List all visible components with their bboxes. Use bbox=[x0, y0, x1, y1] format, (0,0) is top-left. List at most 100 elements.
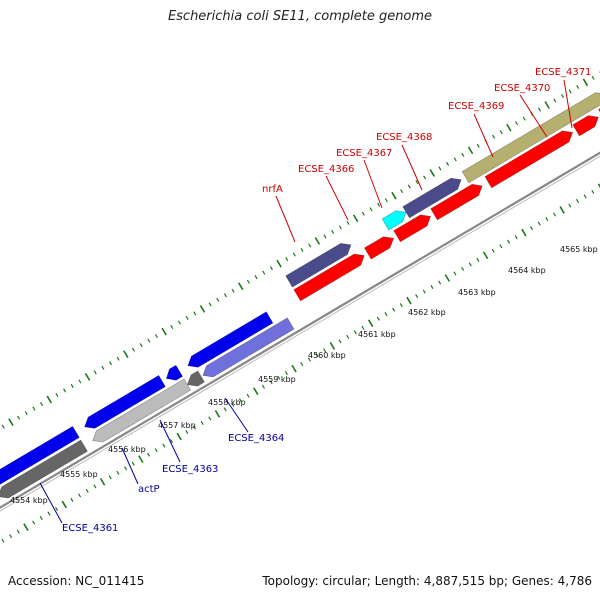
tick-mark bbox=[46, 395, 52, 404]
tick-mark bbox=[238, 398, 242, 403]
tick-mark bbox=[40, 402, 44, 407]
tick-mark bbox=[545, 217, 549, 222]
tick-mark bbox=[453, 271, 457, 276]
tick-mark bbox=[123, 350, 129, 359]
tick-mark bbox=[185, 429, 189, 435]
tick-mark bbox=[9, 534, 13, 539]
label-leader-line bbox=[325, 175, 349, 221]
tick-mark bbox=[429, 169, 435, 177]
tick-mark bbox=[522, 116, 526, 121]
tick-mark bbox=[108, 475, 112, 480]
tick-mark bbox=[553, 212, 557, 217]
gene-arrow bbox=[293, 253, 365, 302]
gene-label-reverse: ECSE_4363 bbox=[162, 464, 218, 475]
kbp-label: 4559 kbp bbox=[258, 375, 296, 384]
label-leader-line bbox=[473, 113, 494, 158]
tick-mark bbox=[284, 371, 288, 376]
tick-mark bbox=[70, 497, 74, 502]
tick-mark bbox=[32, 406, 36, 411]
gene-arrow bbox=[165, 364, 183, 381]
tick-mark bbox=[39, 516, 43, 521]
tick-mark bbox=[24, 411, 28, 416]
tick-mark bbox=[438, 280, 442, 285]
tick-mark bbox=[269, 266, 273, 271]
tick-mark bbox=[131, 461, 135, 466]
tick-mark bbox=[61, 500, 67, 509]
tick-mark bbox=[147, 338, 151, 343]
gene-arrow bbox=[393, 214, 432, 243]
tick-mark bbox=[192, 425, 197, 430]
tick-row-bottom bbox=[1, 183, 600, 543]
tick-mark bbox=[446, 161, 450, 166]
tick-mark bbox=[384, 198, 388, 203]
tick-mark bbox=[491, 248, 495, 253]
tick-mark bbox=[583, 194, 587, 199]
tick-mark bbox=[346, 334, 350, 339]
kbp-label: 4564 kbp bbox=[508, 266, 546, 275]
tick-mark bbox=[537, 221, 541, 226]
tick-mark bbox=[582, 78, 589, 87]
map-title: Escherichia coli SE11, complete genome bbox=[167, 9, 433, 24]
tick-mark bbox=[468, 262, 472, 267]
kbp-label: 4555 kbp bbox=[60, 470, 98, 479]
tick-mark bbox=[591, 189, 595, 194]
gene-arrow bbox=[430, 183, 483, 221]
tick-mark bbox=[246, 279, 250, 284]
tick-mark bbox=[93, 484, 97, 489]
tick-mark bbox=[415, 294, 419, 299]
tick-mark bbox=[376, 316, 380, 321]
tick-mark bbox=[407, 184, 411, 189]
tick-mark bbox=[101, 365, 105, 370]
gene-arrow bbox=[381, 210, 407, 231]
label-leader-line bbox=[121, 447, 139, 485]
tick-mark bbox=[399, 303, 403, 308]
tick-mark bbox=[261, 384, 265, 389]
tick-mark bbox=[223, 293, 227, 298]
kbp-label: 4560 kbp bbox=[308, 351, 346, 360]
tick-mark bbox=[161, 327, 167, 336]
tick-mark bbox=[1, 424, 5, 429]
gene-label-forward: nrfA bbox=[262, 184, 283, 195]
gene-arrow bbox=[0, 425, 80, 485]
reverse-genes bbox=[0, 311, 295, 499]
tick-mark bbox=[384, 312, 388, 317]
tick-mark bbox=[78, 493, 82, 498]
tick-mark bbox=[361, 211, 365, 216]
tick-mark bbox=[285, 257, 289, 262]
tick-mark bbox=[93, 370, 97, 375]
tick-mark bbox=[492, 134, 496, 139]
tick-mark bbox=[400, 189, 404, 194]
tick-mark bbox=[438, 166, 442, 171]
tick-mark bbox=[329, 342, 336, 350]
tick-mark bbox=[323, 234, 327, 239]
tick-mark bbox=[415, 180, 419, 185]
tick-mark bbox=[423, 175, 427, 180]
tick-mark bbox=[55, 506, 59, 512]
tick-mark bbox=[170, 324, 174, 330]
tick-mark bbox=[553, 98, 557, 103]
tick-mark bbox=[597, 183, 600, 192]
tick-mark bbox=[291, 364, 297, 373]
tick-mark bbox=[16, 529, 20, 534]
tick-mark bbox=[338, 225, 342, 230]
tick-mark bbox=[85, 488, 89, 493]
tick-mark bbox=[162, 443, 166, 448]
tick-mark bbox=[262, 270, 266, 275]
tick-mark bbox=[223, 407, 227, 412]
tick-mark bbox=[361, 325, 365, 330]
tick-mark bbox=[476, 143, 480, 148]
tick-mark bbox=[338, 339, 342, 344]
tick-mark bbox=[169, 439, 174, 444]
tick-mark bbox=[353, 330, 357, 335]
tick-mark bbox=[575, 198, 580, 203]
topology-text: Topology: circular; Length: 4,887,515 bp… bbox=[262, 574, 592, 588]
tick-mark bbox=[146, 452, 151, 457]
tick-mark bbox=[352, 214, 359, 223]
tick-mark bbox=[392, 307, 396, 312]
label-leader-line bbox=[159, 419, 181, 463]
tick-mark bbox=[108, 361, 113, 366]
label-leader-line bbox=[275, 195, 296, 243]
gene-label-forward: ECSE_4368 bbox=[376, 132, 432, 143]
tick-mark bbox=[231, 402, 235, 407]
gene-arrow bbox=[572, 115, 599, 137]
